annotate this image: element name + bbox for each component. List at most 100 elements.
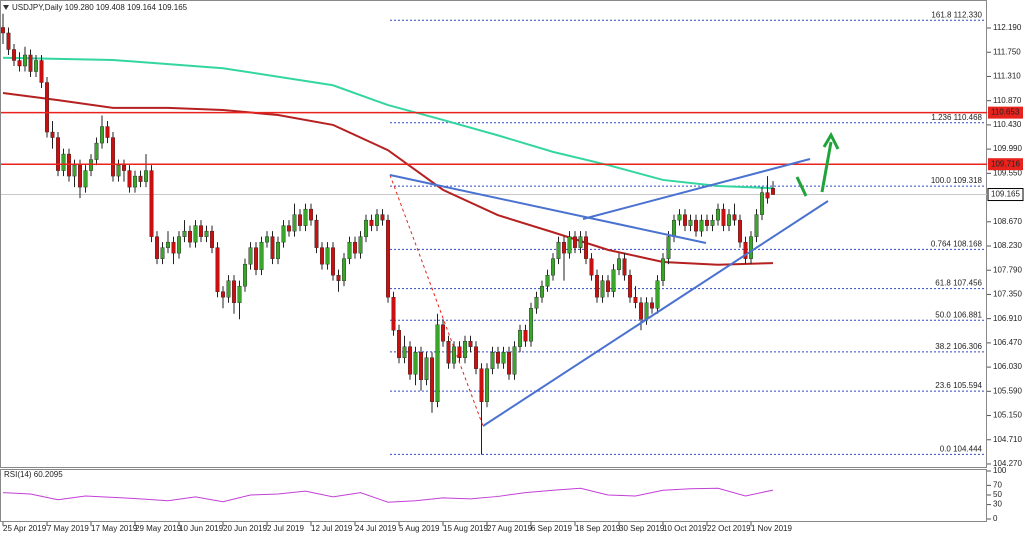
candle-body [88, 159, 93, 171]
fib-label: 100.0 109.318 [931, 176, 983, 185]
candle-body [17, 60, 22, 67]
candle-body [182, 230, 187, 237]
y-tick-label: 112.190 [993, 23, 1022, 32]
candle-body [77, 164, 82, 188]
candle-body [732, 214, 737, 221]
y-tick-label: 106.910 [993, 314, 1022, 323]
fib-label: 38.2 106.306 [935, 342, 982, 351]
candle-body [314, 219, 319, 248]
candle-body [485, 368, 490, 402]
x-tick-label: 18 Sep 2019 [575, 524, 621, 533]
candle-body [94, 142, 99, 160]
candle-body [193, 225, 198, 243]
candle-body [176, 236, 181, 254]
candle-body [688, 219, 693, 226]
x-tick-label: 5 Aug 2019 [399, 524, 440, 533]
candle-body [622, 258, 627, 276]
fib-label: 161.8 112.330 [931, 10, 982, 19]
candle-body [171, 241, 176, 254]
price-panel [0, 0, 987, 468]
candle-body [292, 214, 297, 232]
candle-body [683, 214, 688, 226]
candle-body [1, 27, 5, 34]
x-tick-label: 24 Jul 2019 [355, 524, 397, 533]
trend-line [389, 174, 707, 244]
candle-body [28, 54, 33, 72]
candle-body [226, 280, 231, 298]
candle-body [276, 241, 281, 259]
candle-body [501, 352, 506, 364]
y-tick-label: 104.270 [993, 459, 1022, 468]
candle-body [61, 153, 66, 171]
y-tick-label: 107.790 [993, 265, 1022, 274]
y-tick-label: 109.550 [993, 168, 1022, 177]
candle-body [154, 236, 159, 259]
y-tick-label: 110.430 [993, 120, 1022, 129]
candle-body [380, 214, 385, 221]
candle-body [34, 60, 39, 72]
candle-body [573, 236, 578, 248]
candle-body [66, 153, 71, 177]
candle-body [738, 219, 743, 243]
x-tick-label: 10 Oct 2019 [663, 524, 707, 533]
y-tick-label: 109.990 [993, 144, 1022, 153]
candle-body [358, 236, 363, 254]
candle-body [45, 82, 50, 133]
y-tick-label: 108.670 [993, 217, 1022, 226]
candle-body [105, 126, 110, 138]
candle-body [512, 346, 517, 375]
candle-body [452, 346, 457, 364]
candle-body [468, 341, 473, 347]
candle-body [6, 32, 11, 50]
candle-body [187, 230, 192, 243]
candle-body [402, 346, 407, 358]
fib-label: 23.6 105.594 [935, 381, 982, 390]
candle-body [727, 214, 732, 226]
x-tick-label: 29 May 2019 [135, 524, 182, 533]
candle-body [743, 241, 748, 259]
rsi-tick-label: 100 [993, 466, 1007, 475]
fib-label: 61.8 107.456 [935, 279, 982, 288]
x-tick-label: 15 Aug 2019 [443, 524, 488, 533]
candle-body [281, 225, 286, 243]
candle-body [132, 175, 137, 188]
level-label: 110.653 [991, 108, 1020, 117]
current-price-box [987, 188, 1024, 202]
x-tick-label: 22 Oct 2019 [707, 524, 751, 533]
y-tick-label: 105.150 [993, 411, 1022, 420]
candle-body [298, 214, 303, 226]
candle-body [699, 219, 704, 232]
candle-body [760, 192, 765, 215]
candle-body [116, 164, 121, 177]
candle-body [655, 280, 660, 309]
candle-body [556, 241, 561, 259]
x-tick-label: 17 May 2019 [91, 524, 138, 533]
fib-label: 50.0 106.881 [935, 310, 982, 319]
candle-body [589, 258, 594, 276]
candle-body [331, 247, 336, 276]
candle-body [672, 219, 677, 237]
candle-body [606, 280, 611, 292]
candle-body [617, 258, 622, 270]
rsi-panel [0, 469, 987, 522]
candle-body [160, 247, 165, 259]
rsi-tick-label: 30 [993, 500, 1002, 509]
trend-line [582, 158, 811, 220]
candle-body [336, 274, 341, 281]
candle-body [441, 324, 446, 342]
candle-body [165, 241, 170, 248]
x-tick-label: 6 Sep 2019 [531, 524, 572, 533]
x-tick-label: 1 Nov 2019 [751, 524, 792, 533]
candle-body [716, 208, 721, 221]
candle-body [611, 269, 616, 292]
candle-body [325, 247, 330, 265]
candle-body [666, 236, 671, 259]
fib-label: 0.0 104.444 [940, 445, 983, 454]
candle-body [138, 175, 143, 182]
rsi-line [2, 487, 774, 503]
y-tick-label: 111.310 [993, 72, 1021, 81]
header-icon [3, 5, 9, 10]
candle-body [72, 164, 77, 177]
